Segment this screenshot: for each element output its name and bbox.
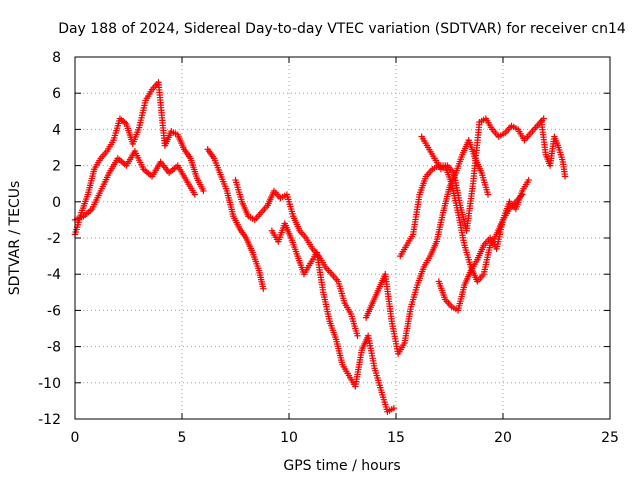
data-point-track-e [390, 404, 398, 412]
data-point-track-f [484, 191, 492, 198]
series-track-j [538, 118, 569, 180]
data-point-track-b [191, 191, 199, 198]
y-tick-label: 8 [52, 50, 61, 66]
y-tick-label: -12 [38, 412, 61, 428]
series-track-h [418, 115, 547, 234]
x-tick-label: 20 [494, 430, 512, 446]
series-track-i [435, 176, 532, 314]
data-point-track-d [354, 332, 361, 339]
y-tick-label: -8 [47, 340, 61, 356]
y-tick-label: -6 [47, 303, 61, 319]
data-point-track-h [540, 115, 547, 122]
data-point-track-a [200, 187, 207, 195]
x-tick-label: 10 [280, 430, 298, 446]
x-tick-label: 5 [178, 430, 187, 446]
y-tick-label: 2 [52, 159, 61, 175]
series-track-a [71, 79, 207, 238]
y-tick-label: 0 [52, 195, 61, 211]
y-tick-label: -10 [38, 376, 61, 392]
x-tick-label: 25 [601, 430, 619, 446]
data-point-track-c [260, 285, 267, 292]
data-point-track-i [525, 176, 532, 184]
y-axis-title: SDTVAR / TECUs [7, 181, 23, 296]
x-axis-title: GPS time / hours [283, 458, 400, 474]
series-track-e [268, 220, 398, 415]
y-tick-label: -2 [47, 231, 61, 247]
y-tick-label: -4 [47, 267, 61, 283]
series-track-f [362, 137, 492, 358]
x-tick-label: 0 [71, 430, 80, 446]
label-layer: 0 5 10 15 20 25 -12 -10 -8 -6 -4 -2 0 2 4 6 8 [38, 50, 619, 446]
series-track-c [204, 146, 267, 292]
series-track-b [71, 147, 199, 224]
y-tick-label: 6 [52, 86, 61, 102]
series-track-g [397, 162, 526, 285]
series-track-d [232, 176, 361, 339]
data-point-track-j [561, 173, 569, 180]
tick-layer [74, 56, 611, 420]
y-tick-label: 4 [52, 122, 61, 138]
x-tick-label: 15 [387, 430, 405, 446]
data-layer [71, 79, 569, 415]
chart-title: Day 188 of 2024, Sidereal Day-to-day VTE… [58, 21, 626, 37]
